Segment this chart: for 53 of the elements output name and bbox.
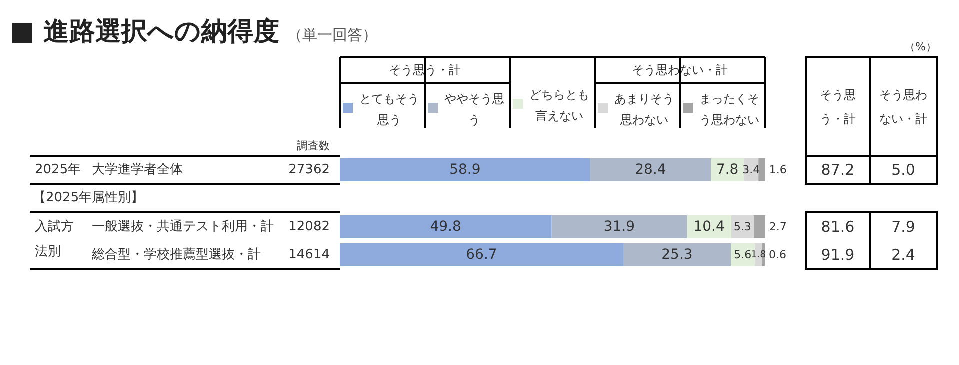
legend-item: どちらとも言えない (513, 88, 590, 123)
bar (590, 158, 712, 182)
legend-label: とてもそう思う (360, 92, 420, 127)
text: 調査数 (297, 140, 330, 152)
legend-label: どちらとも言えない (530, 88, 590, 123)
legend-item: とてもそう思う (343, 92, 420, 127)
bar (623, 244, 731, 266)
text: 87.2 (821, 161, 855, 179)
text: そう思わない・計 (632, 63, 728, 77)
bar (340, 244, 624, 266)
text: そう思う・計 (389, 63, 461, 77)
text: 14614 (288, 248, 330, 262)
data-label: 1.8 (751, 250, 766, 260)
bar (758, 158, 766, 182)
data-label: 1.6 (769, 164, 787, 176)
legend-label: まったくそう思わない (700, 92, 760, 127)
text: そう思わない・計 (880, 88, 928, 126)
text: そう思う・計 (820, 88, 856, 126)
y-tick-label: 総合型・学校推薦型選抜・計 (91, 248, 261, 262)
legend-item: まったくそう思わない (683, 92, 760, 127)
legend-item: あまりそう思わない (598, 92, 674, 127)
data-label: 10.4 (694, 219, 726, 235)
data-label: 58.9 (450, 162, 481, 178)
text: 入試方法別 (35, 218, 74, 260)
text: 2.4 (892, 246, 916, 264)
data-label: 66.7 (466, 247, 498, 263)
data-label: 2.7 (769, 220, 787, 234)
y-tick-label: 大学進学者全体 (92, 162, 183, 178)
data-label: 3.4 (742, 164, 760, 176)
legend-item: ややそう思う (428, 92, 504, 127)
text: 12082 (288, 220, 330, 234)
data-label: 25.3 (662, 247, 693, 263)
text: 2025年 (35, 162, 82, 178)
data-label: 5.6 (734, 248, 752, 262)
data-label: 7.8 (716, 162, 739, 178)
text: 91.9 (821, 246, 855, 264)
chart-title: ■ 進路選択への納得度 (10, 17, 280, 47)
text: 【2025年属性別】 (33, 190, 144, 206)
y-tick-label: 一般選抜・共通テスト利用・計 (92, 220, 274, 234)
bar (340, 158, 590, 182)
text: 81.6 (821, 218, 855, 236)
data-label: 0.6 (769, 248, 786, 262)
text: 5.0 (892, 161, 916, 179)
text: 7.9 (892, 218, 916, 236)
text: （%） (904, 40, 937, 54)
data-label: 5.3 (734, 220, 752, 234)
legend-label: ややそう思う (444, 92, 504, 127)
data-label: 49.8 (430, 219, 462, 235)
data-label: 31.9 (604, 219, 636, 235)
legend-label: あまりそう思わない (614, 92, 674, 127)
data-label: 28.4 (635, 162, 666, 178)
text: 27362 (288, 162, 330, 178)
chart-subtitle: （単一回答） (288, 26, 378, 44)
